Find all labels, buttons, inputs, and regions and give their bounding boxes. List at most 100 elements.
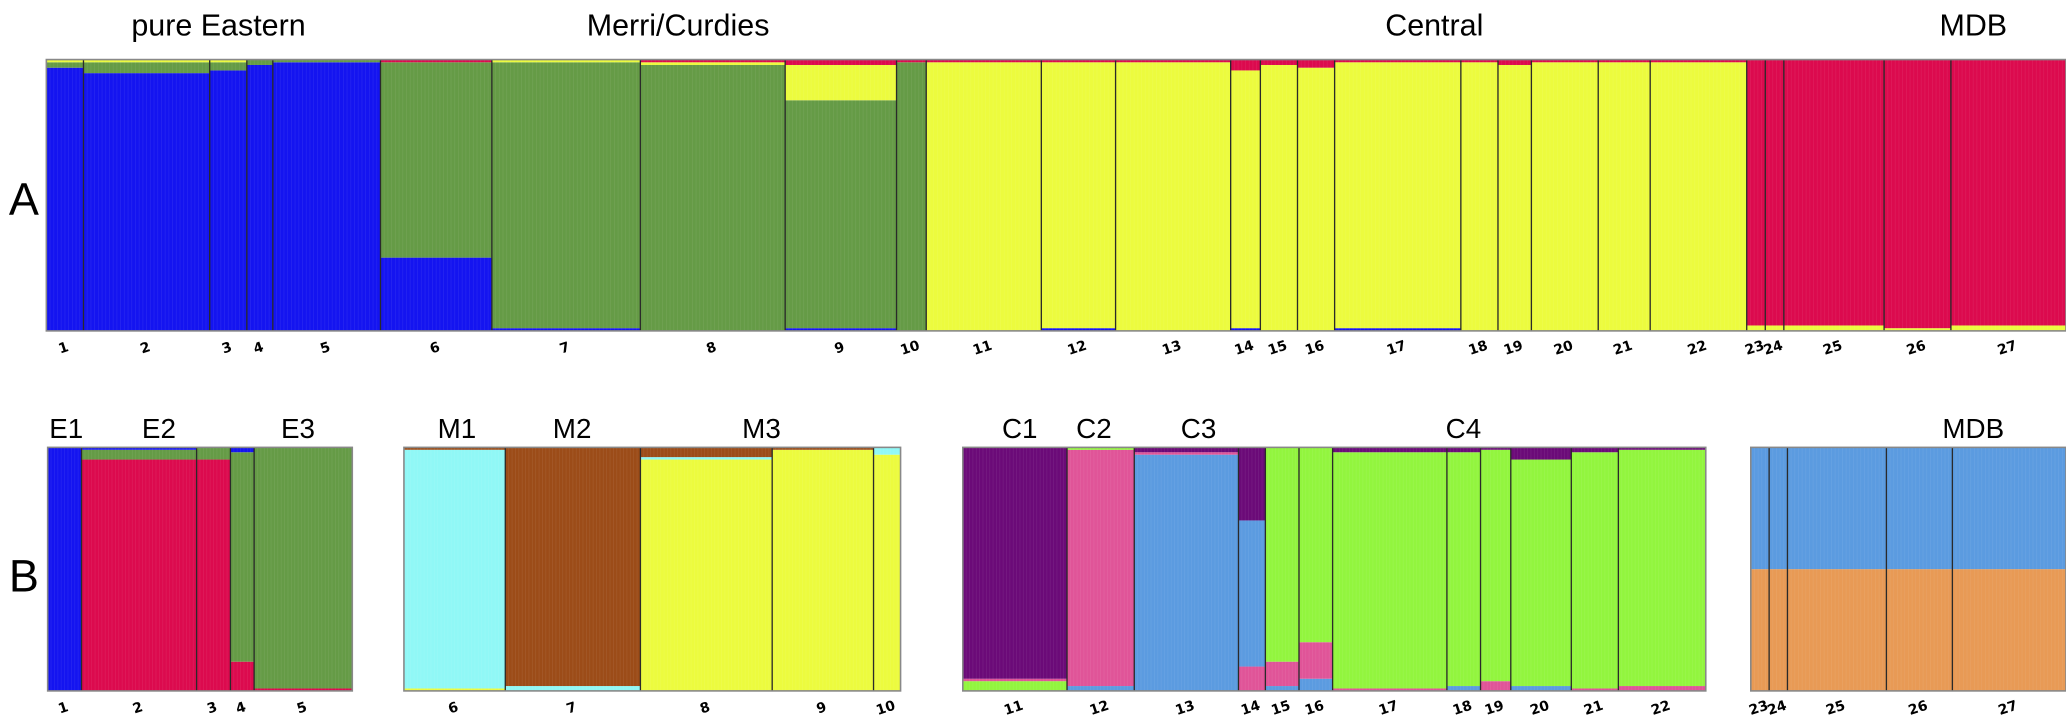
group-label-central: Central	[1385, 9, 1483, 43]
ancestry-segment-lightblue	[1238, 520, 1266, 667]
population-1-bar	[47, 447, 82, 691]
ancestry-segment-red	[254, 688, 353, 691]
population-8-bar	[640, 447, 773, 691]
population-11-bar	[926, 59, 1042, 331]
population-label: 11	[971, 338, 994, 359]
population-label: 5	[295, 699, 309, 717]
ancestry-segment-pink	[1618, 686, 1707, 691]
population-13-bar	[1115, 59, 1232, 331]
ancestry-segment-lightblue	[1298, 678, 1334, 691]
population-label: 8	[698, 699, 712, 717]
ancestry-segment-yellow	[1650, 62, 1748, 331]
ancestry-segment-green	[896, 62, 927, 331]
population-label: 2	[131, 699, 145, 717]
ancestry-segment-red	[785, 59, 897, 65]
ancestry-segment-yellow	[46, 59, 84, 63]
population-24-bar	[1765, 59, 1785, 331]
ancestry-segment-green	[230, 452, 255, 662]
ancestry-segment-yellow	[1460, 62, 1499, 331]
population-label: 23	[1747, 698, 1770, 719]
ancestry-segment-green	[785, 100, 897, 329]
population-23-bar	[1746, 59, 1766, 331]
population-label: 21	[1582, 698, 1605, 719]
ancestry-segment-pink	[1238, 666, 1266, 691]
ancestry-segment-orange	[1952, 569, 2066, 691]
population-21-bar	[1571, 447, 1619, 691]
population-label: 24	[1765, 698, 1789, 719]
ancestry-segment-blue	[1334, 328, 1462, 331]
ancestry-segment-orange	[1787, 569, 1887, 691]
population-5-bar	[254, 447, 353, 691]
ancestry-segment-blue	[272, 62, 381, 331]
ancestry-segment-green	[83, 62, 211, 74]
ancestry-segment-lightblue	[1510, 686, 1572, 691]
ancestry-segment-green	[81, 449, 197, 460]
ancestry-segment-yellow	[1334, 62, 1462, 329]
population-14-bar	[1238, 447, 1266, 691]
ancestry-segment-pink	[1571, 688, 1619, 691]
population-label: 26	[1905, 338, 1928, 359]
ancestry-segment-lime	[1480, 449, 1512, 682]
ancestry-segment-yellow	[1950, 325, 2066, 331]
ancestry-segment-yellow	[1497, 64, 1532, 331]
ancestry-segment-blue	[1041, 328, 1116, 331]
population-label: 25	[1821, 338, 1844, 359]
population-label: 4	[252, 339, 266, 357]
ancestry-segment-red	[926, 59, 1042, 63]
population-18-bar	[1446, 447, 1481, 691]
population-label: 9	[815, 699, 829, 717]
ancestry-segment-purple	[1618, 447, 1707, 450]
ancestry-segment-red	[1297, 59, 1336, 68]
population-label: 9	[833, 339, 847, 357]
ancestry-segment-blue	[81, 447, 197, 450]
ancestry-segment-cyan	[873, 447, 901, 455]
group-label-m1: M1	[438, 413, 477, 444]
population-label: 27	[1996, 338, 2019, 359]
population-19-bar	[1480, 447, 1512, 691]
ancestry-segment-lime	[1618, 449, 1707, 687]
panel-letter-a: A	[9, 173, 39, 224]
ancestry-segment-pink	[962, 678, 1068, 682]
population-6-bar	[380, 59, 493, 331]
ancestry-segment-yellow	[873, 454, 901, 691]
population-3-bar	[209, 59, 248, 331]
population-24-bar	[1769, 447, 1788, 691]
ancestry-segment-yellow	[1531, 62, 1599, 331]
population-label: 19	[1502, 338, 1525, 359]
ancestry-segment-lightblue	[1265, 686, 1300, 691]
ancestry-segment-blue	[246, 64, 274, 331]
population-label: 18	[1451, 698, 1474, 719]
population-label: 3	[205, 699, 219, 717]
ancestry-segment-blue	[209, 70, 248, 331]
ancestry-segment-green	[246, 59, 274, 65]
group-label-e1: E1	[49, 413, 83, 444]
ancestry-segment-yellow	[1783, 325, 1885, 331]
subplot-frame	[46, 446, 354, 692]
ancestry-segment-lightblue	[1769, 447, 1788, 570]
group-label-mdb-a: MDB	[1939, 9, 2007, 43]
ancestry-segment-yellow	[640, 459, 773, 691]
population-label: 18	[1467, 338, 1490, 359]
population-10-bar	[873, 447, 901, 691]
structure-subplot	[403, 446, 902, 692]
ancestry-segment-red	[1765, 59, 1785, 326]
group-label-merri-curdies: Merri/Curdies	[587, 9, 770, 43]
subplot-frame	[403, 446, 902, 692]
group-label-c3: C3	[1181, 413, 1217, 444]
population-25-bar	[1783, 59, 1885, 331]
ancestry-segment-blue	[491, 328, 641, 331]
ancestry-segment-yellow	[491, 59, 641, 63]
ancestry-segment-yellow	[772, 449, 874, 691]
ancestry-segment-red	[1884, 59, 1952, 329]
ancestry-segment-green	[640, 64, 786, 331]
population-label: 7	[565, 699, 579, 717]
ancestry-segment-red	[1115, 59, 1232, 63]
ancestry-segment-purple	[1238, 447, 1266, 521]
ancestry-segment-yellow	[785, 64, 897, 101]
ancestry-segment-lightblue	[1886, 447, 1953, 570]
panel-letter-b: B	[9, 551, 39, 602]
population-label: 20	[1552, 338, 1575, 359]
subplot-frame	[1750, 446, 2066, 692]
ancestry-segment-pink	[1067, 449, 1135, 687]
